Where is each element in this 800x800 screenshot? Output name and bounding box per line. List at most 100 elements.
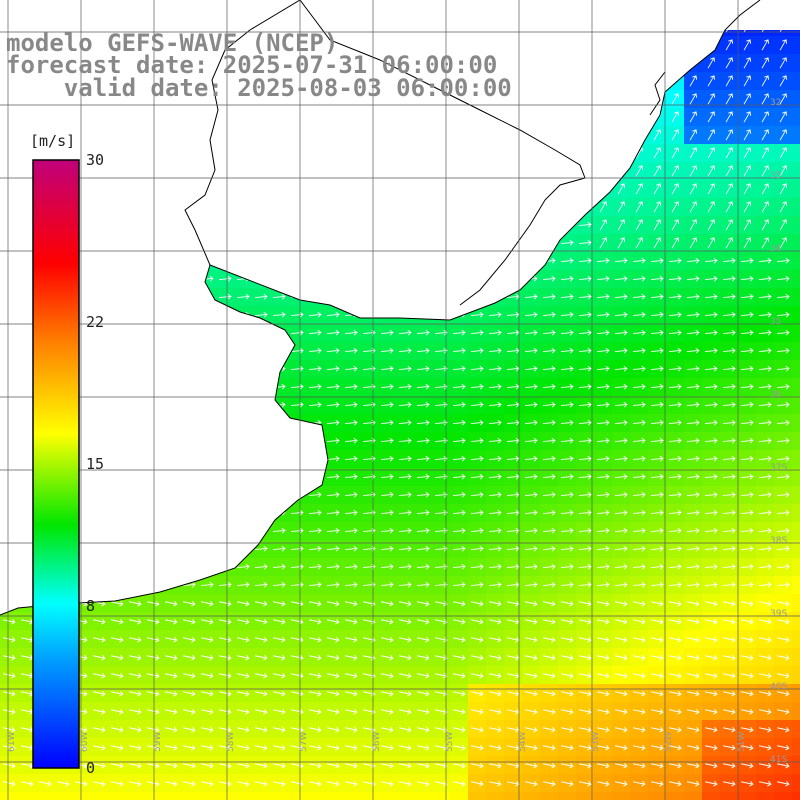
lon-label: 61W — [7, 732, 17, 752]
lat-label: 37S — [770, 463, 787, 473]
colorbar — [32, 159, 80, 769]
title-valid-date: valid date: 2025-08-03 06:00:00 — [6, 74, 512, 102]
field-cell — [792, 432, 800, 451]
field-cell — [414, 792, 433, 800]
field-cell — [630, 792, 649, 800]
lon-label: 55W — [445, 732, 455, 752]
field-cell — [216, 792, 235, 800]
field-cell — [774, 792, 793, 800]
field-cell — [792, 162, 800, 181]
field-cell — [756, 30, 775, 37]
lat-label: 41S — [770, 755, 787, 765]
lon-label: 57W — [299, 732, 309, 752]
field-cell — [234, 792, 253, 800]
lon-label: 54W — [518, 732, 528, 752]
field-cell — [792, 720, 800, 739]
field-cell — [792, 216, 800, 235]
field-cell — [144, 792, 163, 800]
lat-label: 33 — [770, 171, 781, 181]
field-cell — [792, 414, 800, 433]
lat-label: 40S — [770, 682, 787, 692]
field-cell — [792, 792, 800, 800]
field-cell — [288, 792, 307, 800]
field-cell — [612, 792, 631, 800]
field-cell — [504, 792, 523, 800]
lon-label: 58W — [226, 732, 236, 752]
lon-label: 52W — [664, 732, 674, 752]
colorbar-tick-label: 22 — [86, 313, 105, 332]
field-cell — [792, 612, 800, 631]
field-cell — [18, 792, 37, 800]
field-cell — [738, 792, 757, 800]
field-cell — [792, 738, 800, 757]
field-cell — [792, 666, 800, 685]
field-cell — [486, 792, 505, 800]
field-cell — [792, 126, 800, 145]
field-cell — [162, 792, 181, 800]
field-cell — [792, 30, 800, 37]
field-cell — [450, 792, 469, 800]
field-cell — [792, 324, 800, 343]
field-cell — [666, 792, 685, 800]
field-cell — [792, 774, 800, 793]
field-cell — [792, 144, 800, 163]
field-cell — [792, 540, 800, 559]
field-cell — [540, 792, 559, 800]
lon-label: 60W — [80, 732, 90, 752]
lat-label: 32 — [770, 98, 781, 108]
field-cell — [792, 36, 800, 55]
field-cell — [432, 792, 451, 800]
field-cell — [108, 792, 127, 800]
lat-label: 39S — [770, 609, 787, 619]
lat-label: 36 — [770, 390, 782, 400]
field-cell — [0, 792, 19, 800]
field-cell — [342, 792, 361, 800]
field-cell — [792, 342, 800, 361]
colorbar-tick-label: 0 — [86, 759, 96, 777]
field-cell — [792, 306, 800, 325]
lon-label: 56W — [372, 732, 382, 752]
lon-label: 53W — [591, 732, 601, 752]
field-cell — [774, 30, 793, 37]
field-cell — [792, 756, 800, 775]
field-cell — [792, 288, 800, 307]
field-cell — [792, 504, 800, 523]
field-cell — [54, 792, 73, 800]
field-cell — [720, 792, 739, 800]
field-cell — [792, 378, 800, 397]
field-cell — [702, 792, 721, 800]
field-cell — [792, 396, 800, 415]
field-cell — [792, 180, 800, 199]
field-cell — [252, 792, 271, 800]
colorbar-tick-label: 30 — [86, 151, 105, 169]
field-cell — [126, 792, 145, 800]
field-cell — [792, 702, 800, 721]
field-cell — [180, 792, 199, 800]
field-cell — [198, 792, 217, 800]
field-cell — [594, 792, 613, 800]
field-cell — [324, 792, 343, 800]
field-cell — [720, 30, 739, 37]
field-cell — [792, 72, 800, 91]
lon-label: 51W — [737, 732, 747, 752]
field-cell — [792, 576, 800, 595]
field-cell — [792, 558, 800, 577]
field-cell — [792, 108, 800, 127]
field-cell — [684, 792, 703, 800]
colorbar-gradient — [32, 159, 80, 769]
field-cell — [792, 594, 800, 613]
lat-label: 35 — [770, 317, 781, 327]
field-cell — [792, 684, 800, 703]
field-cell — [792, 522, 800, 541]
field-cell — [468, 792, 487, 800]
field-cell — [792, 54, 800, 73]
colorbar-tick-label: 8 — [86, 596, 96, 615]
lat-label: 38S — [770, 536, 787, 546]
field-cell — [396, 792, 415, 800]
field-cell — [738, 30, 757, 37]
field-cell — [792, 90, 800, 109]
field-cell — [792, 468, 800, 487]
colorbar-unit: [m/s] — [30, 132, 76, 150]
field-cell — [360, 792, 379, 800]
